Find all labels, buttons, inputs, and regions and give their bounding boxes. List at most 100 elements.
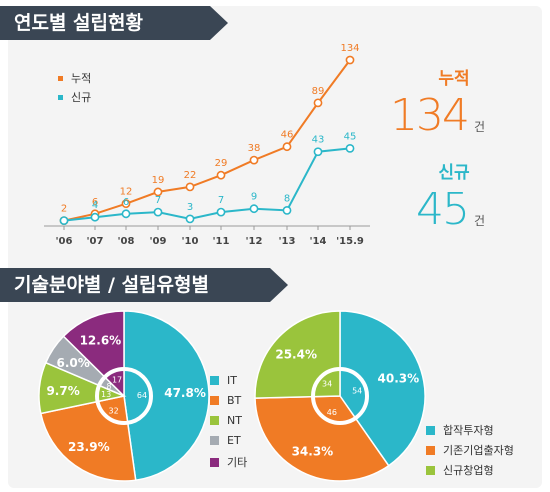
legend-label-it: IT — [227, 374, 237, 387]
pie2-count-label: 54 — [352, 387, 362, 396]
pie1-count-label: 13 — [101, 390, 111, 399]
legend-swatch-joint — [426, 425, 435, 435]
pie1-slice — [123, 310, 210, 482]
data-label-cumulative: 2 — [61, 204, 67, 215]
pie2-legend-startup: 신규창업형 — [426, 462, 494, 478]
point-cumulative — [249, 155, 259, 165]
pie2-legend-joint: 합작투자형 — [426, 422, 494, 438]
pie1-percent-label: 23.9% — [68, 440, 110, 454]
legend-swatch-it — [210, 376, 219, 385]
section-title-by-field-type: 기술분야별 / 설립유형별 — [0, 268, 288, 302]
summary-new-value: 45 — [416, 184, 470, 235]
pie1-count-label: 8 — [107, 382, 112, 391]
legend-label-cumulative: 누적 — [71, 72, 92, 85]
data-label-cumulative: 46 — [281, 130, 294, 141]
point-new — [153, 207, 163, 217]
line-legend-cumulative: 누적 — [58, 70, 91, 86]
pie2-percent-label: 40.3% — [378, 372, 420, 386]
pie1-percent-label: 12.6% — [80, 334, 122, 348]
pie1-percent-label: 47.8% — [164, 386, 206, 400]
data-label-cumulative: 29 — [215, 158, 228, 169]
x-tick-label: '15.9 — [336, 236, 364, 247]
pie2-legend-existing: 기존기업출자형 — [426, 442, 514, 458]
data-label-new: 8 — [284, 193, 290, 204]
legend-swatch-bt — [210, 396, 219, 405]
series-line-new — [63, 147, 351, 222]
point-new — [282, 205, 292, 215]
point-cumulative — [345, 55, 355, 65]
pie1-legend-nt: NT — [210, 414, 242, 427]
pie1-count-label: 32 — [109, 407, 119, 416]
pie2-slice — [254, 395, 390, 482]
x-tick-label: '14 — [310, 236, 327, 247]
x-tick-label: '08 — [118, 236, 135, 247]
pie1-percent-label: 9.7% — [46, 384, 79, 398]
legend-label-et: ET — [227, 434, 241, 447]
data-label-cumulative: 134 — [340, 43, 359, 54]
x-tick-label: '11 — [213, 236, 230, 247]
data-label-new: 7 — [155, 195, 161, 206]
data-label-new: 9 — [251, 192, 257, 203]
data-label-new: 43 — [312, 135, 325, 146]
legend-swatch-et — [210, 436, 219, 445]
legend-label-new: 신규 — [71, 91, 92, 104]
pie1-count-label: 17 — [112, 375, 122, 384]
legend-label-startup: 신규창업형 — [443, 464, 494, 477]
data-label-cumulative: 6 — [92, 197, 98, 208]
pie1-legend-etc: 기타 — [210, 454, 247, 470]
x-tick-label: '09 — [150, 236, 167, 247]
x-tick-label: '10 — [182, 236, 199, 247]
series-line-cumulative — [63, 59, 351, 222]
pie1-percent-label: 6.0% — [57, 356, 90, 370]
legend-label-bt: BT — [227, 394, 242, 407]
data-label-cumulative: 22 — [184, 170, 197, 181]
point-new — [59, 216, 69, 225]
x-tick-label: '07 — [87, 236, 104, 247]
legend-label-etc: 기타 — [227, 456, 248, 469]
point-new — [313, 147, 323, 157]
x-tick-label: '13 — [279, 236, 296, 247]
line-legend-new: 신규 — [58, 89, 91, 105]
point-new — [185, 214, 195, 224]
pie1-inner-ring — [95, 367, 153, 425]
point-cumulative — [282, 142, 292, 152]
summary-new-unit: 건 — [474, 214, 486, 228]
legend-label-joint: 합작투자형 — [443, 424, 494, 437]
point-new — [90, 212, 100, 222]
x-tick-label: '06 — [56, 236, 73, 247]
point-new — [121, 209, 131, 219]
summary-cumulative-label: 누적 — [438, 69, 470, 89]
section-title-yearly: 연도별 설립현황 — [0, 6, 228, 40]
data-label-cumulative: 12 — [120, 187, 133, 198]
pie1-count-label: 64 — [137, 391, 147, 400]
point-new — [345, 143, 355, 153]
data-label-new: 7 — [218, 195, 224, 206]
legend-label-existing: 기존기업출자형 — [443, 444, 514, 457]
point-new — [216, 207, 226, 217]
data-label-new: 3 — [187, 202, 193, 213]
pie2-percent-label: 34.3% — [292, 445, 334, 459]
data-label-new: 4 — [92, 200, 98, 211]
point-cumulative — [185, 182, 195, 192]
pie1-legend-et: ET — [210, 434, 241, 447]
point-cumulative — [153, 187, 163, 197]
legend-swatch-new — [58, 94, 63, 100]
data-label-new: 45 — [344, 131, 357, 142]
point-cumulative — [313, 98, 323, 108]
summary-cumulative-value: 134 — [390, 90, 470, 141]
point-new — [249, 204, 259, 214]
summary-cumulative-unit: 건 — [474, 120, 486, 134]
legend-swatch-cumulative — [58, 75, 63, 81]
summary-new-label: 신규 — [438, 163, 470, 183]
legend-label-nt: NT — [227, 414, 242, 427]
pie1-legend-bt: BT — [210, 394, 241, 407]
pie2-count-label: 34 — [322, 379, 332, 388]
data-label-cumulative: 89 — [312, 86, 325, 97]
legend-swatch-nt — [210, 416, 219, 425]
pie2-inner-ring — [311, 367, 369, 425]
data-label-cumulative: 19 — [152, 175, 165, 186]
x-tick-label: '12 — [246, 236, 263, 247]
legend-swatch-etc — [210, 457, 219, 467]
